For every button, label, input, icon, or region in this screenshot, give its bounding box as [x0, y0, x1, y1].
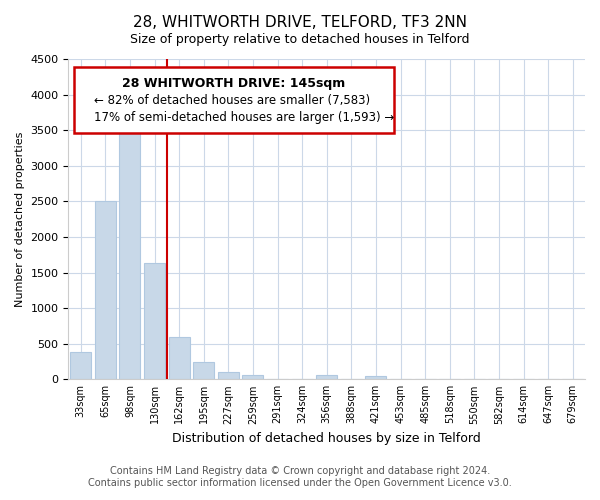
Bar	[316, 374, 337, 380]
Y-axis label: Number of detached properties: Number of detached properties	[15, 132, 25, 307]
Bar	[169, 336, 190, 380]
Bar	[242, 374, 263, 380]
FancyBboxPatch shape	[74, 67, 394, 132]
Text: 28, WHITWORTH DRIVE, TELFORD, TF3 2NN: 28, WHITWORTH DRIVE, TELFORD, TF3 2NN	[133, 15, 467, 30]
X-axis label: Distribution of detached houses by size in Telford: Distribution of detached houses by size …	[172, 432, 481, 445]
Bar	[70, 352, 91, 380]
Bar	[193, 362, 214, 380]
Text: 17% of semi-detached houses are larger (1,593) →: 17% of semi-detached houses are larger (…	[94, 111, 394, 124]
Text: Size of property relative to detached houses in Telford: Size of property relative to detached ho…	[130, 32, 470, 46]
Bar	[144, 262, 165, 380]
Bar	[218, 372, 239, 380]
Text: Contains HM Land Registry data © Crown copyright and database right 2024.
Contai: Contains HM Land Registry data © Crown c…	[88, 466, 512, 487]
Text: ← 82% of detached houses are smaller (7,583): ← 82% of detached houses are smaller (7,…	[94, 94, 370, 107]
Bar	[119, 112, 140, 380]
Bar	[95, 202, 116, 380]
Bar	[365, 376, 386, 380]
Text: 28 WHITWORTH DRIVE: 145sqm: 28 WHITWORTH DRIVE: 145sqm	[122, 78, 346, 90]
